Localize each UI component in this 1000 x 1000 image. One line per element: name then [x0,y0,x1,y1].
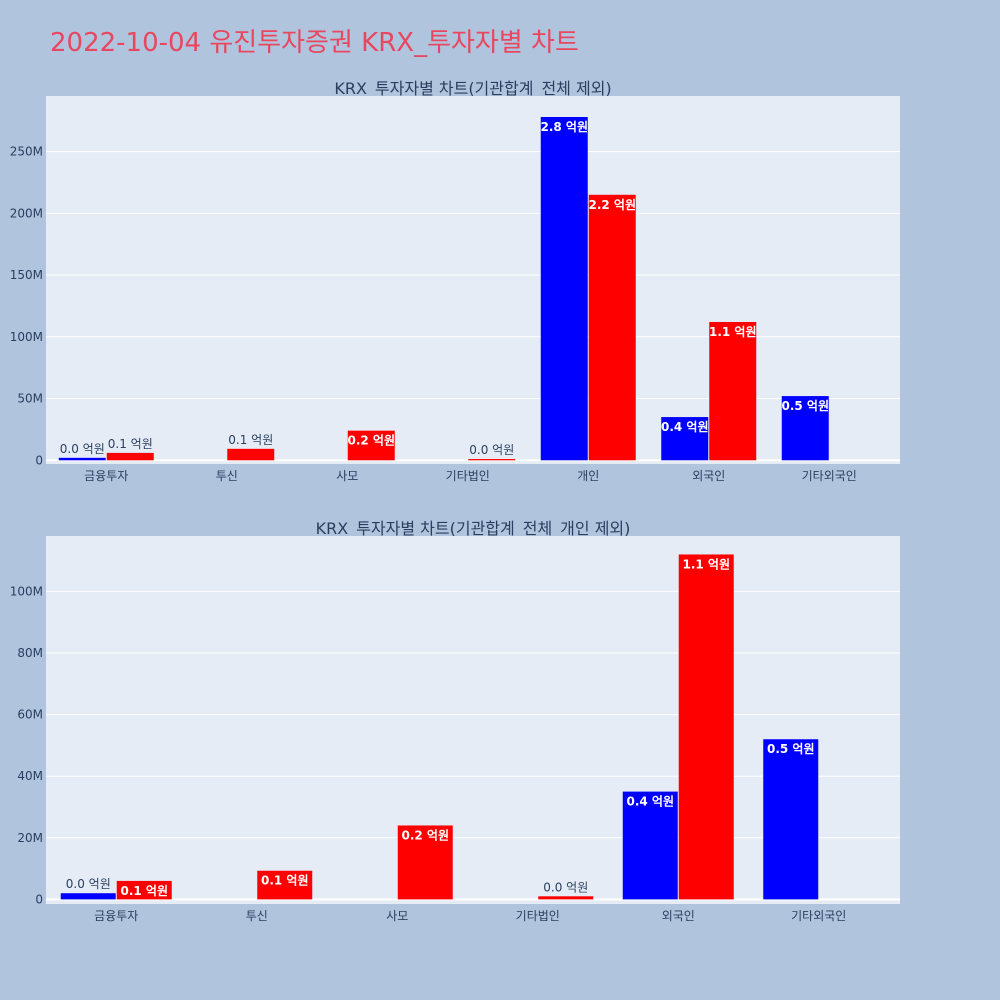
y-tick-label: 0 [35,453,43,467]
bar-label: 0.0 억원 [543,880,588,894]
y-tick-label: 150M [10,268,43,282]
bar [60,893,116,900]
plot-area [46,536,900,904]
y-tick-label: 0 [35,892,43,906]
bar [106,452,154,461]
y-tick-label: 50M [17,392,43,406]
x-tick-label: 투신 [216,469,238,483]
bar [678,554,734,900]
bar [347,430,395,461]
bar [781,396,829,461]
chart-title: KRX_투자자별 차트(기관합계_전체_개인 제외) [316,519,631,539]
bar [58,457,106,461]
plot-area [46,96,900,464]
bar-label: 0.2 억원 [347,434,395,448]
x-tick-label: 기타외국인 [791,909,846,923]
bar-label: 0.4 억원 [626,795,674,809]
bar [116,880,172,900]
x-tick-label: 외국인 [692,469,725,483]
bar-label: 0.0 억원 [66,877,111,891]
bar [540,116,588,461]
x-tick-label: 투신 [246,909,268,923]
bar-label: 1.1 억원 [682,557,730,571]
y-tick-label: 100M [10,584,43,598]
x-tick-label: 사모 [336,469,358,483]
bar-label: 0.0 억원 [60,442,105,456]
bar [709,321,757,461]
x-tick-label: 기타법인 [516,909,560,923]
y-tick-label: 250M [10,145,43,159]
bar-label: 1.1 억원 [709,325,757,339]
bar [763,739,819,900]
x-tick-label: 금융투자 [94,909,138,923]
bar [468,459,516,461]
y-tick-label: 200M [10,206,43,220]
bar-label: 0.4 억원 [661,420,709,434]
y-tick-label: 60M [17,708,43,722]
bar-label: 0.1 억원 [261,874,309,888]
bar [538,896,594,900]
x-tick-label: 사모 [386,909,408,923]
bar-label: 0.5 억원 [767,742,815,756]
bar [661,417,709,461]
bar [257,870,313,900]
bar-label: 0.1 억원 [108,437,153,451]
bar [397,825,453,900]
bar [622,791,678,900]
bar [227,448,275,461]
y-tick-label: 40M [17,769,43,783]
y-tick-label: 80M [17,646,43,660]
x-tick-label: 외국인 [662,909,695,923]
chart-title: KRX_투자자별 차트(기관합계_전체 제외) [334,79,611,99]
bar-label: 0.5 억원 [781,399,829,413]
bar [588,194,636,461]
x-tick-label: 금융투자 [84,469,128,483]
x-tick-label: 기타외국인 [802,469,857,483]
y-tick-label: 100M [10,330,43,344]
bar-label: 2.2 억원 [588,198,636,212]
page-title: 2022-10-04 유진투자증권 KRX_투자자별 차트 [50,28,579,58]
bar-label: 0.2 억원 [401,828,449,842]
x-tick-label: 개인 [577,469,599,483]
chart-investor-excl-individual: KRX_투자자별 차트(기관합계_전체_개인 제외) 0 20M 40M 60M 80M 1… [10,519,900,923]
bar-label: 0.1 억원 [228,433,273,447]
chart-investor-all: KRX_투자자별 차트(기관합계_전체 제외) 0 50M 100M 150M 200M 2… [10,79,900,483]
y-tick-label: 20M [17,831,43,845]
bar-label: 0.0 억원 [469,443,514,457]
bar-label: 2.8 억원 [540,120,588,134]
x-tick-label: 기타법인 [446,469,490,483]
bar-label: 0.1 억원 [120,884,168,898]
